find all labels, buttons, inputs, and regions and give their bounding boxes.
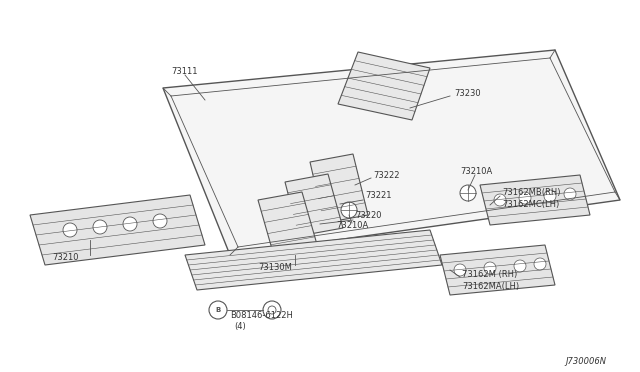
Circle shape xyxy=(123,217,137,231)
Polygon shape xyxy=(30,195,205,265)
Text: 73210A: 73210A xyxy=(460,167,492,176)
Text: J730006N: J730006N xyxy=(565,357,606,366)
Circle shape xyxy=(494,194,506,206)
Text: 73162MA(LH): 73162MA(LH) xyxy=(462,282,519,291)
Text: 73162M (RH): 73162M (RH) xyxy=(462,270,517,279)
Polygon shape xyxy=(338,52,430,120)
Circle shape xyxy=(514,260,526,272)
Text: 73111: 73111 xyxy=(172,67,198,77)
Text: 73210A: 73210A xyxy=(336,221,368,230)
Circle shape xyxy=(209,301,227,319)
Polygon shape xyxy=(163,50,620,255)
Polygon shape xyxy=(285,174,343,236)
Text: 73162MB(RH): 73162MB(RH) xyxy=(502,189,561,198)
Text: 73221: 73221 xyxy=(365,192,392,201)
Text: B08146-6122H: B08146-6122H xyxy=(230,311,293,321)
Circle shape xyxy=(534,258,546,270)
Circle shape xyxy=(268,306,276,314)
Circle shape xyxy=(93,220,107,234)
Text: B: B xyxy=(216,307,221,313)
Circle shape xyxy=(544,190,556,202)
Text: 73130M: 73130M xyxy=(258,263,292,272)
Polygon shape xyxy=(185,230,442,290)
Text: 73220: 73220 xyxy=(355,212,381,221)
Circle shape xyxy=(63,223,77,237)
Circle shape xyxy=(460,185,476,201)
Text: 73230: 73230 xyxy=(454,89,481,97)
Polygon shape xyxy=(258,192,318,256)
Text: 73222: 73222 xyxy=(373,170,399,180)
Text: (4): (4) xyxy=(234,323,246,331)
Circle shape xyxy=(564,188,576,200)
Circle shape xyxy=(153,214,167,228)
Text: 73162MC(LH): 73162MC(LH) xyxy=(502,201,559,209)
Circle shape xyxy=(484,262,496,274)
Polygon shape xyxy=(440,245,555,295)
Circle shape xyxy=(341,202,357,218)
Circle shape xyxy=(263,301,281,319)
Circle shape xyxy=(454,264,466,276)
Circle shape xyxy=(519,192,531,204)
Polygon shape xyxy=(310,154,368,223)
Polygon shape xyxy=(480,175,590,225)
Text: 73210: 73210 xyxy=(52,253,79,262)
